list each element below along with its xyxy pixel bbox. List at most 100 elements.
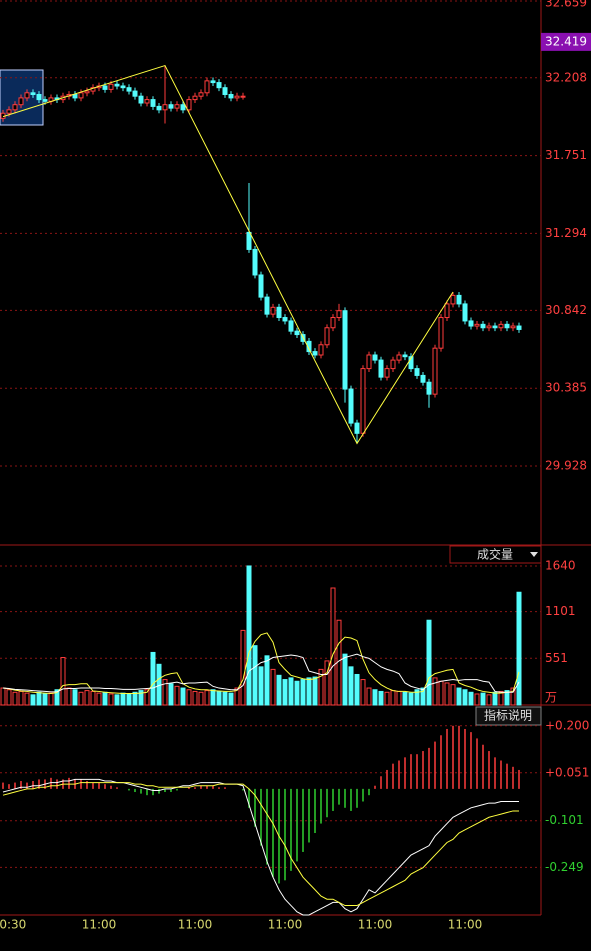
volume-bar — [168, 683, 174, 706]
candle-body — [246, 231, 252, 250]
candle-body — [132, 90, 138, 97]
volume-bar — [78, 691, 84, 706]
y-tick-label: 29.928 — [545, 458, 587, 472]
volume-title[interactable]: 成交量 — [477, 547, 513, 562]
volume-bar — [48, 692, 54, 706]
volume-bar — [108, 693, 114, 706]
dropdown-arrow[interactable] — [530, 552, 538, 557]
candle-body — [360, 368, 366, 434]
candle-body — [204, 80, 210, 94]
volume-bar — [348, 666, 354, 706]
volume-bar — [198, 691, 204, 706]
volume-bar — [96, 692, 102, 706]
candle-body — [84, 90, 90, 94]
candle-body — [510, 325, 516, 329]
volume-bar — [294, 680, 300, 706]
indicator-header[interactable]: 指标说明 — [475, 706, 542, 726]
candle-body — [474, 323, 480, 327]
candle-body — [282, 317, 288, 322]
candle-body — [432, 347, 438, 395]
candle-body — [114, 83, 120, 87]
y-tick-label: 551 — [545, 651, 568, 665]
candle-body — [180, 104, 186, 111]
y-tick-label: 30.385 — [545, 381, 587, 395]
volume-bar — [114, 694, 120, 706]
indicator-line — [2, 778, 519, 916]
indicator-title[interactable]: 指标说明 — [484, 708, 532, 723]
volume-bar — [282, 679, 288, 706]
volume-bar — [516, 591, 522, 706]
candle-body — [288, 320, 294, 332]
volume-bar — [186, 689, 192, 706]
candle-body — [222, 87, 228, 95]
volume-bar — [462, 689, 468, 706]
candle-body — [450, 294, 456, 305]
candle-body — [150, 99, 156, 107]
last-price-label: 32.419 — [545, 34, 587, 48]
volume-header-box[interactable] — [449, 545, 542, 564]
candle-body — [324, 327, 330, 346]
candle-body — [138, 95, 144, 104]
volume-bar — [390, 690, 396, 706]
y-tick-label: 1101 — [545, 604, 576, 618]
volume-header[interactable]: 成交量 — [449, 545, 542, 564]
candle-body — [498, 323, 504, 329]
volume-bar — [54, 689, 60, 706]
volume-bar — [138, 690, 144, 706]
zigzag-line — [2, 64, 454, 445]
candle-body — [12, 104, 18, 111]
volume-bar — [72, 689, 78, 706]
candle-body — [414, 368, 420, 376]
volume-bar — [492, 691, 498, 706]
candle-body — [336, 310, 342, 319]
x-tick-label: 10:30 — [0, 918, 26, 932]
y-tick-label: +0.200 — [545, 718, 589, 732]
candle-body — [240, 95, 246, 98]
volume-bar — [306, 677, 312, 706]
volume-bar — [258, 666, 264, 706]
candle-body — [78, 92, 84, 99]
volume-bar — [474, 693, 480, 706]
candle-body — [30, 92, 36, 95]
y-tick-label: 32.208 — [545, 70, 587, 84]
volume-bar — [342, 653, 348, 706]
candle-body — [192, 95, 198, 101]
volume-bar — [132, 691, 138, 706]
volume-bar — [300, 679, 306, 706]
volume-bar — [372, 689, 378, 706]
volume-bar — [150, 651, 156, 706]
volume-bar — [486, 694, 492, 706]
volume-bar — [252, 645, 258, 706]
volume-bar — [42, 693, 48, 706]
candle-body — [516, 325, 522, 330]
indicator-line — [2, 782, 519, 907]
candle-body — [270, 306, 276, 315]
candle-body — [480, 323, 486, 329]
volume-bar — [402, 691, 408, 706]
indicator-button[interactable] — [475, 706, 542, 726]
volume-bar — [222, 691, 228, 706]
volume-bar — [66, 687, 72, 706]
candle-body — [294, 330, 300, 336]
candle-body — [24, 92, 30, 99]
indicator-line — [2, 653, 520, 693]
candle-body — [468, 320, 474, 327]
volume-bar — [228, 692, 234, 706]
volume-bar — [6, 689, 12, 706]
volume-bar — [456, 687, 462, 706]
candle-body — [126, 87, 132, 92]
x-tick-label: 11:00 — [448, 918, 483, 932]
volume-bar — [234, 687, 240, 706]
candle-body — [504, 323, 510, 329]
candle-body — [312, 351, 318, 356]
candle-body — [438, 317, 444, 349]
candle-body — [348, 388, 354, 424]
volume-bar — [438, 680, 444, 706]
candle-body — [330, 317, 336, 329]
y-tick-label: 31.294 — [545, 226, 587, 240]
volume-bar — [366, 687, 372, 706]
candle-body — [306, 340, 312, 353]
candle-body — [402, 354, 408, 358]
volume-bar — [414, 689, 420, 706]
volume-bar — [360, 679, 366, 706]
